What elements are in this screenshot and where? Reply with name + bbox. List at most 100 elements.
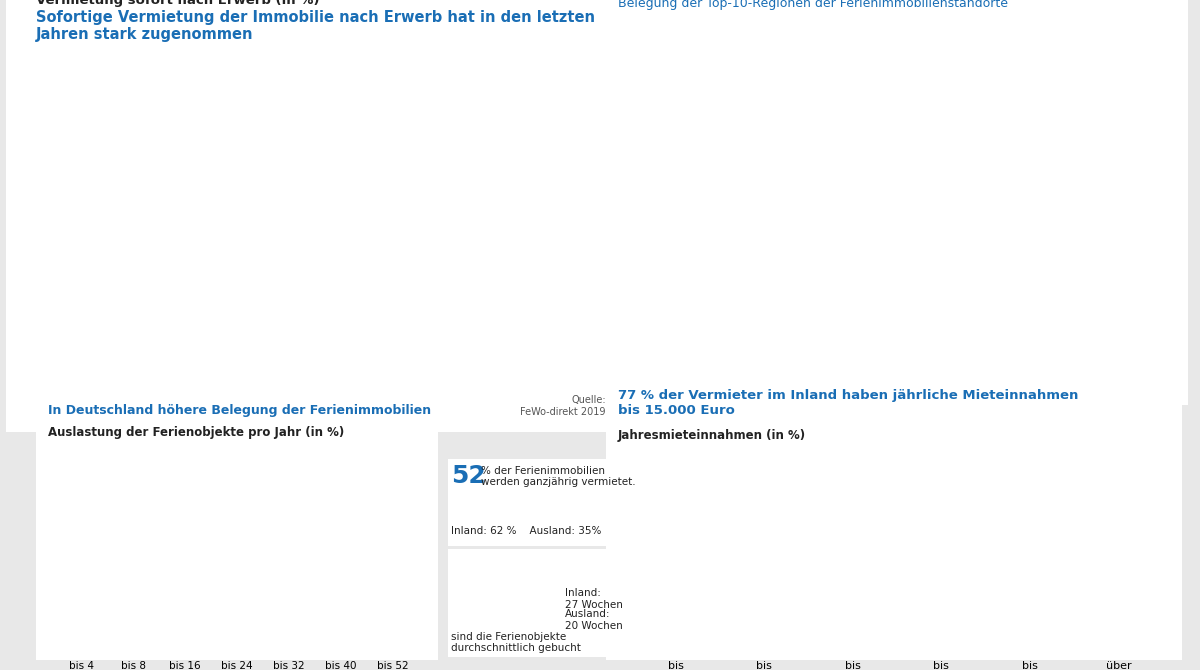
Bar [1085,652,1118,657]
Text: 2%: 2% [1127,635,1144,645]
Text: Ostfriesland: 25 Wochen: Ostfriesland: 25 Wochen [605,124,724,134]
Bar [269,563,289,657]
Bar [320,617,341,657]
Bar [289,607,308,657]
Circle shape [868,125,881,133]
Circle shape [846,125,859,133]
Circle shape [868,178,881,188]
Text: 16%: 16% [913,569,936,579]
Circle shape [846,178,859,188]
Legend: Inland, Ausland: Inland, Ausland [1020,464,1170,483]
Circle shape [868,209,881,218]
Wedge shape [502,582,523,622]
Ellipse shape [1085,651,1118,653]
Text: 15: 15 [85,570,98,580]
Text: 24 Wochen: 24 Wochen [472,598,532,608]
Text: 19: 19 [272,551,286,561]
Ellipse shape [907,578,941,585]
Text: 3: 3 [398,630,406,640]
Bar [185,563,205,657]
Text: Belegung der Top-10-Regionen der Ferienimmobilienstandorte: Belegung der Top-10-Regionen der Ferieni… [618,0,1008,10]
Text: 22%: 22% [824,541,847,551]
Text: 19%: 19% [647,555,671,565]
Bar [238,582,257,657]
Bar [853,567,887,657]
Text: 4: 4 [379,625,386,635]
Bar [764,529,798,657]
Text: 82%: 82% [565,84,595,96]
Text: Costa Blanca: 17 Wochen: Costa Blanca: 17 Wochen [690,328,815,338]
Text: Inland:
27 Wochen: Inland: 27 Wochen [565,588,623,610]
Bar [373,636,392,657]
Ellipse shape [1118,646,1152,649]
Text: 19: 19 [188,551,202,561]
Bar [114,582,133,657]
Bar [133,488,154,657]
Bar [62,632,82,657]
Text: 24%: 24% [680,531,704,541]
Text: 17%: 17% [947,564,970,574]
Text: 6%: 6% [1004,616,1021,626]
Bar [676,543,709,657]
Ellipse shape [853,563,887,572]
Text: Auslastung der Ferienobjekte pro Jahr (in %): Auslastung der Ferienobjekte pro Jahr (i… [48,426,344,439]
Ellipse shape [820,548,853,558]
Text: % der Ferienimmobilien
werden ganzjährig vermietet.: % der Ferienimmobilien werden ganzjährig… [481,466,636,487]
Text: Nordsee: 26 Wochen: Nordsee: 26 Wochen [623,101,724,111]
Text: Quelle:
FeWo-direkt 2019: Quelle: FeWo-direkt 2019 [521,395,606,417]
Legend: Inland, Ausland: Inland, Ausland [280,464,421,482]
Polygon shape [580,465,606,474]
Circle shape [868,151,881,161]
Text: 15: 15 [116,570,131,580]
Text: Tirol: 25 Wochen: Tirol: 25 Wochen [814,209,895,218]
Ellipse shape [996,626,1030,630]
Text: Vermietung sofort nach Erwerb (in %): Vermietung sofort nach Erwerb (in %) [36,0,319,7]
Text: 5: 5 [68,620,76,630]
Text: 90%: 90% [565,36,595,49]
Text: 34: 34 [137,476,150,486]
Text: Schwarzwald: 28 Wochen: Schwarzwald: 28 Wochen [600,178,724,188]
Circle shape [734,328,748,338]
Text: Jahresmieteinnahmen (in %): Jahresmieteinnahmen (in %) [618,429,806,442]
Bar [166,553,185,657]
Text: 21: 21 [169,541,182,551]
Text: Harz: 25 Wochen: Harz: 25 Wochen [886,124,968,134]
Text: Ausland:
20 Wochen: Ausland: 20 Wochen [565,610,623,631]
Ellipse shape [1030,607,1063,612]
Text: Quelle:
FeWo-direkt 2019: Quelle: FeWo-direkt 2019 [1074,372,1153,391]
Ellipse shape [642,563,676,572]
Ellipse shape [941,573,974,580]
Text: 19%: 19% [858,555,881,565]
Text: Mallorca: 20 Wochen: Mallorca: 20 Wochen [841,297,943,308]
Text: 28: 28 [221,507,234,517]
Bar [392,642,412,657]
Bar [82,582,101,657]
Polygon shape [730,260,852,341]
Text: 10%: 10% [1036,597,1058,607]
Bar [217,519,238,657]
Ellipse shape [731,480,764,494]
Text: Inland: Inland [443,168,487,181]
Wedge shape [480,582,511,624]
FancyBboxPatch shape [624,21,1165,395]
Bar [642,567,676,657]
Text: 10: 10 [292,595,305,605]
Bar [1118,647,1152,657]
Text: 1%: 1% [1093,640,1110,649]
Polygon shape [913,206,953,283]
Text: In Deutschland höhere Belegung der Ferienimmobilien: In Deutschland höhere Belegung der Ferie… [48,405,431,417]
Bar [583,474,602,486]
Text: Alpenregion (D): 27 Wochen: Alpenregion (D): 27 Wochen [886,178,1024,188]
Bar [1030,610,1063,657]
Circle shape [868,101,881,111]
Polygon shape [685,25,1136,333]
Text: 27%: 27% [769,517,792,527]
Text: Ostsee: 23 Wochen: Ostsee: 23 Wochen [886,101,980,111]
Ellipse shape [764,524,798,535]
Text: Ausland: Ausland [443,126,499,139]
Bar [941,577,974,657]
Circle shape [823,297,836,307]
Text: 52: 52 [451,464,486,488]
Bar [341,636,360,657]
Ellipse shape [676,539,709,549]
